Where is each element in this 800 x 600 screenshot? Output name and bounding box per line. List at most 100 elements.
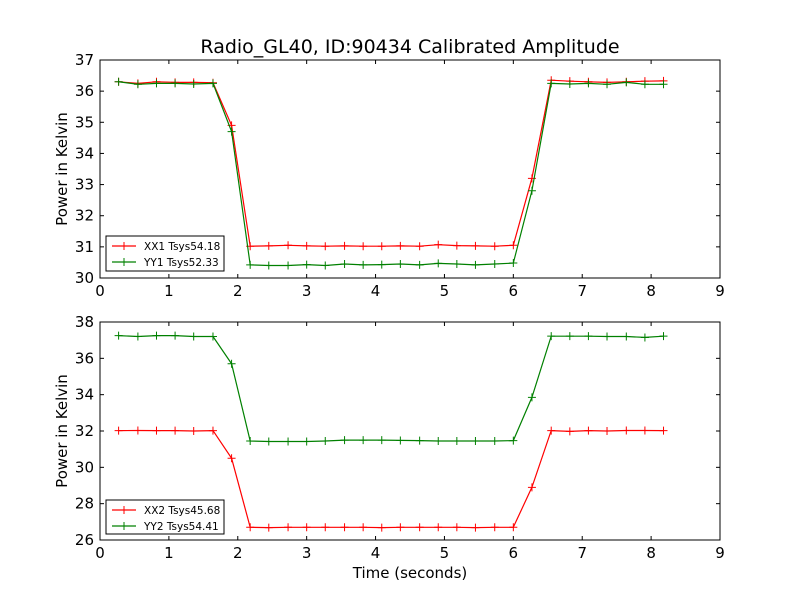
y-tick-label: 31 bbox=[75, 238, 94, 256]
data-point bbox=[471, 260, 480, 269]
data-point bbox=[133, 80, 142, 89]
data-point bbox=[114, 77, 123, 86]
legend-label: YY2 Tsys54.41 bbox=[143, 521, 219, 533]
data-point bbox=[284, 437, 293, 446]
data-point bbox=[396, 523, 405, 532]
data-point bbox=[396, 241, 405, 250]
data-point bbox=[584, 79, 593, 88]
data-point bbox=[133, 332, 142, 341]
data-point bbox=[321, 436, 330, 445]
data-point bbox=[565, 332, 574, 341]
data-point bbox=[321, 261, 330, 270]
data-point bbox=[471, 436, 480, 445]
data-point bbox=[302, 241, 311, 250]
data-point bbox=[208, 426, 217, 435]
x-tick-label: 6 bbox=[509, 544, 519, 562]
y-tick-label: 34 bbox=[75, 144, 94, 162]
data-point bbox=[509, 259, 518, 268]
x-tick-label: 3 bbox=[302, 282, 312, 300]
x-tick-label: 0 bbox=[95, 282, 105, 300]
data-point bbox=[509, 436, 518, 445]
data-point bbox=[171, 331, 180, 340]
data-point bbox=[527, 483, 536, 492]
legend-label: XX1 Tsys54.18 bbox=[144, 241, 220, 253]
x-tick-label: 1 bbox=[164, 282, 174, 300]
y-tick-label: 28 bbox=[75, 495, 94, 513]
x-tick-label: 3 bbox=[302, 544, 312, 562]
data-point bbox=[490, 259, 499, 268]
data-point bbox=[452, 523, 461, 532]
y-tick-label: 30 bbox=[75, 458, 94, 476]
data-point bbox=[208, 332, 217, 341]
legend: XX2 Tsys45.68 YY2 Tsys54.41 bbox=[105, 499, 225, 535]
data-point bbox=[377, 436, 386, 445]
legend-marker bbox=[120, 242, 128, 250]
x-tick-label: 8 bbox=[646, 544, 656, 562]
data-point bbox=[527, 186, 536, 195]
data-point bbox=[189, 332, 198, 341]
data-point bbox=[377, 260, 386, 269]
data-point bbox=[434, 240, 443, 249]
data-point bbox=[584, 426, 593, 435]
data-point bbox=[152, 79, 161, 88]
x-tick-label: 8 bbox=[646, 282, 656, 300]
data-point bbox=[340, 436, 349, 445]
data-point bbox=[114, 331, 123, 340]
data-point bbox=[659, 426, 668, 435]
x-tick-label: 2 bbox=[233, 282, 243, 300]
data-point bbox=[340, 523, 349, 532]
y-tick-label: 30 bbox=[75, 269, 94, 287]
data-point bbox=[603, 80, 612, 89]
legend: XX1 Tsys54.18 YY1 Tsys52.33 bbox=[105, 235, 225, 272]
y-axis-label: Power in Kelvin bbox=[53, 112, 71, 226]
data-point bbox=[359, 242, 368, 251]
data-point bbox=[584, 332, 593, 341]
data-point bbox=[284, 261, 293, 270]
y-tick-label: 32 bbox=[75, 422, 94, 440]
y-tick-label: 38 bbox=[75, 313, 94, 331]
data-point bbox=[302, 523, 311, 532]
y-tick-label: 36 bbox=[75, 82, 94, 100]
x-tick-label: 7 bbox=[577, 282, 587, 300]
data-point bbox=[565, 427, 574, 436]
data-point bbox=[640, 80, 649, 89]
y-tick-label: 34 bbox=[75, 386, 94, 404]
legend-marker bbox=[120, 506, 128, 514]
x-tick-label: 9 bbox=[715, 544, 725, 562]
data-point bbox=[471, 523, 480, 532]
data-point bbox=[452, 241, 461, 250]
data-point bbox=[246, 523, 255, 532]
x-tick-label: 6 bbox=[509, 282, 519, 300]
legend-marker bbox=[120, 522, 128, 530]
data-point bbox=[227, 454, 236, 463]
chart-title: Radio_GL40, ID:90434 Calibrated Amplitud… bbox=[200, 36, 619, 58]
data-point bbox=[603, 332, 612, 341]
data-point bbox=[227, 359, 236, 368]
data-point bbox=[434, 436, 443, 445]
data-point bbox=[622, 332, 631, 341]
data-point bbox=[284, 523, 293, 532]
data-point bbox=[396, 436, 405, 445]
data-point bbox=[189, 79, 198, 88]
x-tick-label: 7 bbox=[577, 544, 587, 562]
data-point bbox=[565, 79, 574, 88]
data-point bbox=[246, 260, 255, 269]
legend-box bbox=[105, 235, 225, 272]
x-tick-label: 5 bbox=[440, 282, 450, 300]
data-point bbox=[133, 426, 142, 435]
series-2 bbox=[114, 331, 668, 446]
data-point bbox=[640, 426, 649, 435]
data-point bbox=[471, 241, 480, 250]
data-point bbox=[490, 523, 499, 532]
data-point bbox=[527, 393, 536, 402]
data-point bbox=[490, 242, 499, 251]
data-point bbox=[547, 426, 556, 435]
data-point bbox=[264, 523, 273, 532]
data-point bbox=[396, 259, 405, 268]
data-point bbox=[302, 260, 311, 269]
legend-label: YY1 Tsys52.33 bbox=[143, 257, 219, 269]
data-point bbox=[415, 523, 424, 532]
